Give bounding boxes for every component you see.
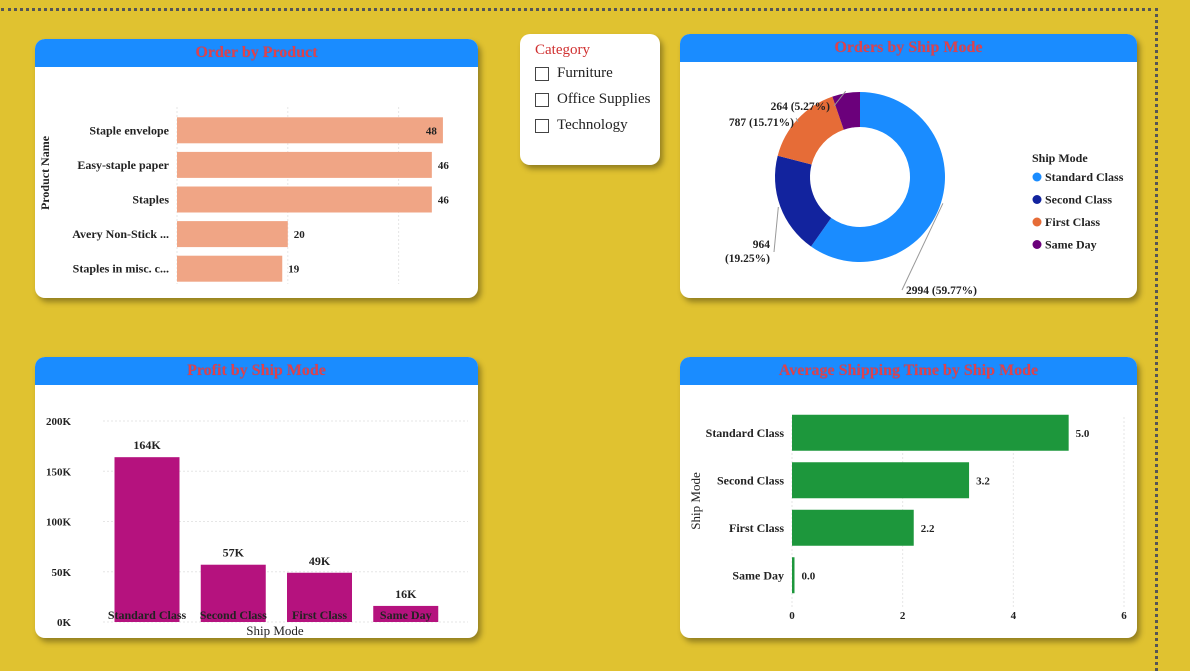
slicer-item-furniture[interactable]: Furniture: [535, 65, 613, 82]
checkbox-icon[interactable]: [535, 118, 549, 133]
y-tick-label: 50K: [51, 567, 71, 579]
bar: [200, 564, 266, 622]
data-label: 3.2: [976, 475, 990, 487]
x-tick-label: 2: [900, 610, 906, 622]
x-axis-label: Ship Mode: [246, 623, 304, 638]
legend-label: First Class: [1045, 215, 1100, 229]
avg-shipping-time-card: Average Shipping Time by Ship Mode 0 2 4 6 S…: [680, 357, 1137, 638]
y-tick-label: 0K: [57, 617, 72, 629]
x-tick-label: Same Day: [380, 608, 432, 622]
slicer-item-label: Furniture: [557, 65, 613, 81]
legend-marker: [1032, 240, 1042, 249]
checkbox-icon[interactable]: [535, 92, 549, 107]
x-tick-label: Second Class: [200, 608, 267, 622]
y-tick-label: Staples in misc. c...: [73, 262, 169, 276]
x-tick-label: 4: [1011, 610, 1017, 622]
x-tick-label: 0: [789, 610, 795, 622]
leader-line: [901, 203, 944, 291]
y-tick-label: Standard Class: [706, 426, 785, 440]
legend-label: Standard Class: [1045, 170, 1124, 184]
slicer-item-label: Technology: [557, 117, 628, 133]
data-label: 20: [294, 229, 306, 241]
y-tick-label: 100K: [46, 517, 72, 529]
y-tick-label: First Class: [729, 521, 784, 535]
data-label: 787 (15.71%): [729, 117, 794, 129]
data-label: (19.25%): [725, 253, 770, 265]
profit-by-ship-mode-card: Profit by Ship Mode 0K 50K 100K 150K 200K 164…: [35, 357, 478, 638]
bar: [287, 572, 352, 622]
data-label: 264 (5.27%): [771, 101, 831, 113]
x-tick-label: 6: [1121, 610, 1127, 622]
x-tick-label: First Class: [292, 608, 347, 622]
data-label: 19: [288, 264, 300, 276]
data-label: 57K: [223, 546, 245, 560]
y-axis-label: Ship Mode: [688, 472, 703, 530]
bar: [792, 414, 1069, 451]
data-label: 46: [438, 195, 450, 207]
slicer-item-technology[interactable]: Technology: [535, 117, 628, 134]
leader-line: [795, 117, 799, 123]
data-label: 2.2: [921, 523, 935, 535]
y-tick-label: Staple envelope: [89, 123, 169, 137]
data-label: 2994 (59.77%): [906, 285, 977, 297]
legend-marker: [1032, 195, 1042, 204]
data-label: 49K: [309, 554, 331, 568]
data-label: 48: [426, 125, 438, 137]
legend-title: Ship Mode: [1032, 151, 1088, 165]
y-tick-label: Avery Non-Stick ...: [72, 227, 169, 241]
donut-slice: [832, 92, 860, 130]
category-slicer: Category Furniture Office Supplies Techn…: [520, 34, 660, 165]
bar: [177, 255, 283, 282]
order-by-product-card: Order by Product 02040Staple envelope48E…: [35, 39, 478, 298]
chart-title: Orders by Ship Mode: [680, 34, 1137, 62]
y-tick-label: 200K: [46, 416, 72, 428]
donut-slice: [811, 92, 945, 262]
y-tick-label: Same Day: [732, 568, 784, 582]
bar: [177, 221, 288, 248]
bar: [792, 557, 795, 594]
x-tick-label: Standard Class: [108, 608, 187, 622]
legend-label: Same Day: [1045, 238, 1097, 252]
chart-title: Order by Product: [35, 39, 478, 67]
avg-shipping-time-chart: 0 2 4 6 Standard Class 5.0 Second Class 3.2 Firs…: [688, 414, 1127, 622]
data-label: 0.0: [802, 570, 816, 582]
bar: [114, 457, 180, 622]
bar: [177, 117, 443, 144]
legend-marker: [1032, 217, 1042, 227]
data-label: 964: [753, 239, 771, 251]
profit-by-ship-mode-chart: 0K 50K 100K 150K 200K 164K Standard Class 57K Se…: [46, 416, 468, 638]
orders-by-ship-mode-chart: 2994 (59.77%) 964 (19.25%) 787 (15.71%) 264 …: [725, 90, 1124, 297]
bar: [373, 605, 439, 622]
data-label: 16K: [395, 587, 417, 601]
y-tick-label: 150K: [46, 466, 72, 478]
donut-slice: [777, 96, 844, 165]
legend-marker: [1032, 172, 1042, 182]
chart-title: Profit by Ship Mode: [35, 357, 478, 385]
data-label: 46: [438, 160, 450, 172]
data-label: 5.0: [1076, 428, 1090, 440]
slicer-item-label: Office Supplies: [557, 91, 651, 107]
y-tick-label: Second Class: [717, 473, 784, 487]
y-tick-label: Easy-staple paper: [77, 158, 169, 172]
legend-label: Second Class: [1045, 193, 1112, 207]
data-label: 164K: [133, 438, 161, 452]
leader-line: [773, 206, 779, 253]
checkbox-icon[interactable]: [535, 66, 549, 81]
slicer-title: Category: [535, 42, 590, 58]
orders-by-ship-mode-card: Orders by Ship Mode 2994 (59.77%) 964 (19.…: [680, 34, 1137, 298]
slicer-item-office-supplies[interactable]: Office Supplies: [535, 91, 650, 108]
y-tick-label: Staples: [132, 193, 169, 207]
y-axis-label: Product Name: [38, 135, 52, 210]
bar: [792, 509, 914, 546]
bar: [177, 186, 432, 213]
donut-slice: [775, 155, 832, 247]
chart-title: Average Shipping Time by Ship Mode: [680, 357, 1137, 385]
bar: [792, 462, 970, 499]
bar: [177, 151, 432, 178]
leader-line: [833, 90, 847, 107]
